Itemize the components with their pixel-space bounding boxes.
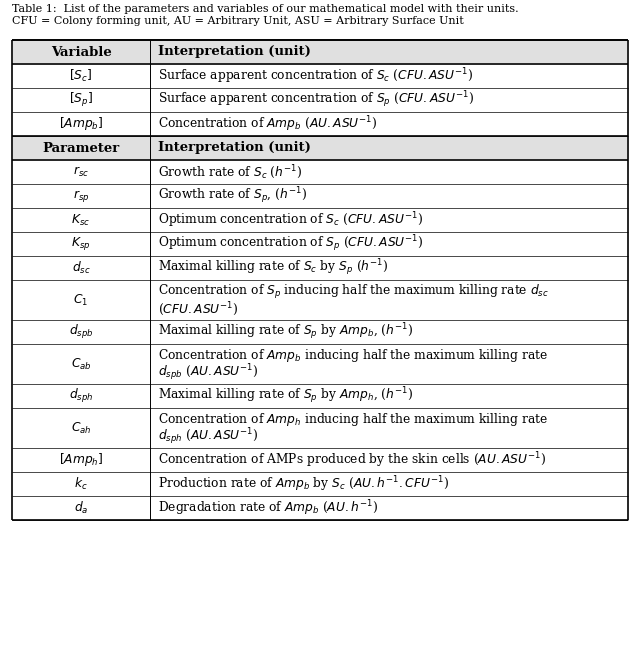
Text: Variable: Variable xyxy=(51,46,111,58)
Text: Maximal killing rate of $S_p$ by $Amp_b$, ($h^{-1}$): Maximal killing rate of $S_p$ by $Amp_b$… xyxy=(158,322,413,342)
Text: Maximal killing rate of $S_c$ by $S_p$ ($h^{-1}$): Maximal killing rate of $S_c$ by $S_p$ (… xyxy=(158,257,388,278)
Text: Optimum concentration of $S_c$ ($CFU.ASU^{-1}$): Optimum concentration of $S_c$ ($CFU.ASU… xyxy=(158,210,423,230)
Text: $[S_c]$: $[S_c]$ xyxy=(69,68,93,84)
Bar xyxy=(13,40,627,63)
Text: $d_{spb}$: $d_{spb}$ xyxy=(68,323,93,341)
Text: Concentration of AMPs produced by the skin cells ($AU.ASU^{-1}$): Concentration of AMPs produced by the sk… xyxy=(158,450,547,470)
Text: $[Amp_b]$: $[Amp_b]$ xyxy=(59,116,103,132)
Text: $d_a$: $d_a$ xyxy=(74,500,88,516)
Text: $C_{ah}$: $C_{ah}$ xyxy=(70,421,92,435)
Text: Optimum concentration of $S_p$ ($CFU.ASU^{-1}$): Optimum concentration of $S_p$ ($CFU.ASU… xyxy=(158,234,424,254)
Text: $C_1$: $C_1$ xyxy=(74,292,88,308)
Text: Degradation rate of $Amp_b$ ($AU.h^{-1}$): Degradation rate of $Amp_b$ ($AU.h^{-1}$… xyxy=(158,498,378,518)
Text: Concentration of $Amp_h$ inducing half the maximum killing rate: Concentration of $Amp_h$ inducing half t… xyxy=(158,411,548,429)
Text: $r_{sp}$: $r_{sp}$ xyxy=(73,188,89,204)
Text: Concentration of $S_p$ inducing half the maximum killing rate $d_{sc}$: Concentration of $S_p$ inducing half the… xyxy=(158,283,549,301)
Text: Growth rate of $S_c$ ($h^{-1}$): Growth rate of $S_c$ ($h^{-1}$) xyxy=(158,163,303,181)
Text: $d_{spb}$ ($AU.ASU^{-1}$): $d_{spb}$ ($AU.ASU^{-1}$) xyxy=(158,362,259,383)
Text: Surface apparent concentration of $S_p$ ($CFU.ASU^{-1}$): Surface apparent concentration of $S_p$ … xyxy=(158,89,474,110)
Text: Surface apparent concentration of $S_c$ ($CFU.ASU^{-1}$): Surface apparent concentration of $S_c$ … xyxy=(158,67,474,86)
Text: $[S_p]$: $[S_p]$ xyxy=(69,91,93,109)
Text: Concentration of $Amp_b$ inducing half the maximum killing rate: Concentration of $Amp_b$ inducing half t… xyxy=(158,347,548,364)
Text: $K_{sc}$: $K_{sc}$ xyxy=(72,212,90,228)
Text: $K_{sp}$: $K_{sp}$ xyxy=(71,235,91,253)
Text: CFU = Colony forming unit, AU = Arbitrary Unit, ASU = Arbitrary Surface Unit: CFU = Colony forming unit, AU = Arbitrar… xyxy=(12,16,464,26)
Text: Growth rate of $S_p$, ($h^{-1}$): Growth rate of $S_p$, ($h^{-1}$) xyxy=(158,185,307,206)
Text: $k_c$: $k_c$ xyxy=(74,476,88,492)
Text: Concentration of $Amp_b$ ($AU.ASU^{-1}$): Concentration of $Amp_b$ ($AU.ASU^{-1}$) xyxy=(158,114,378,134)
Text: $d_{sph}$ ($AU.ASU^{-1}$): $d_{sph}$ ($AU.ASU^{-1}$) xyxy=(158,427,259,447)
Text: $r_{sc}$: $r_{sc}$ xyxy=(73,165,89,179)
Text: Interpretation (unit): Interpretation (unit) xyxy=(158,46,311,58)
Text: Interpretation (unit): Interpretation (unit) xyxy=(158,142,311,155)
Text: $C_{ab}$: $C_{ab}$ xyxy=(70,356,92,372)
Text: Parameter: Parameter xyxy=(42,142,120,155)
Text: $d_{sph}$: $d_{sph}$ xyxy=(68,387,93,405)
Text: ($CFU.ASU^{-1}$): ($CFU.ASU^{-1}$) xyxy=(158,300,239,318)
Bar xyxy=(13,136,627,159)
Text: Maximal killing rate of $S_p$ by $Amp_h$, ($h^{-1}$): Maximal killing rate of $S_p$ by $Amp_h$… xyxy=(158,386,413,407)
Text: $[Amp_h]$: $[Amp_h]$ xyxy=(59,452,103,468)
Text: $d_{sc}$: $d_{sc}$ xyxy=(72,260,90,276)
Text: Production rate of $Amp_b$ by $S_c$ ($AU.h^{-1}.CFU^{-1}$): Production rate of $Amp_b$ by $S_c$ ($AU… xyxy=(158,474,449,494)
Text: Table 1:  List of the parameters and variables of our mathematical model with th: Table 1: List of the parameters and vari… xyxy=(12,4,518,14)
